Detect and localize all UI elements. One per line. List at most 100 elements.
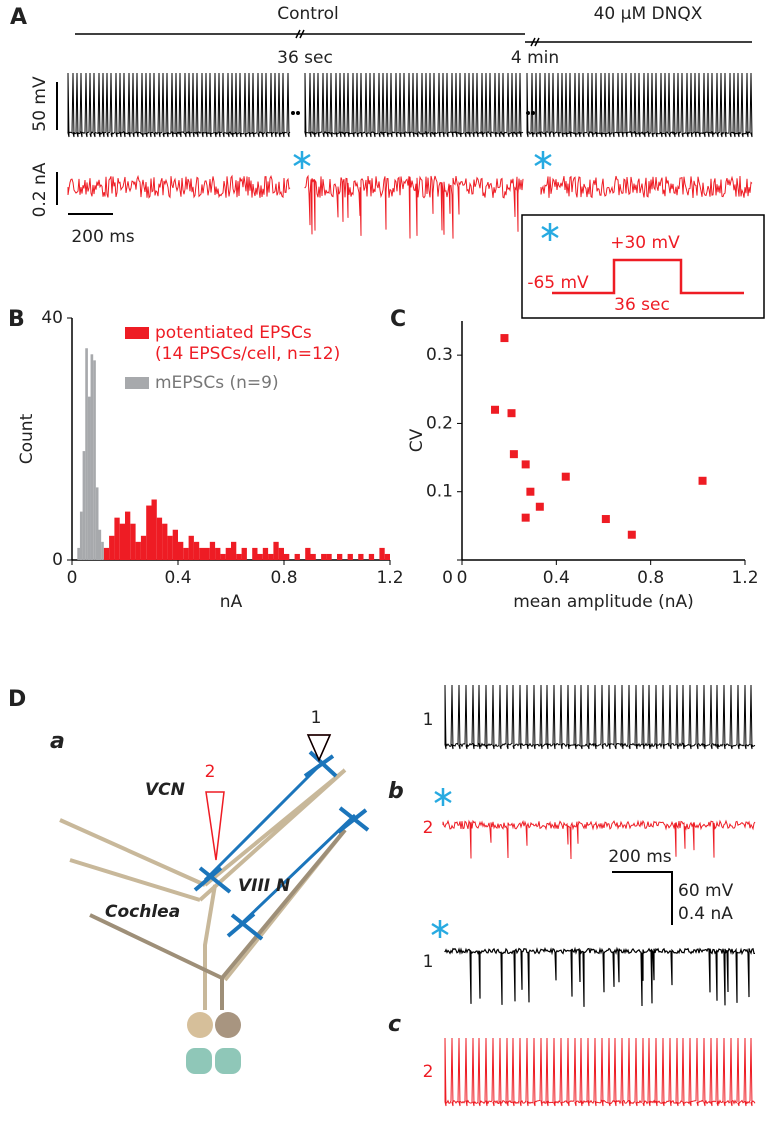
bar [215, 547, 221, 560]
label: 2 [205, 762, 216, 782]
trace [444, 946, 756, 1007]
legend-label: mEPSCs (n=9) [155, 373, 279, 393]
bar [85, 348, 88, 560]
label: +30 mV [610, 233, 680, 253]
trace [304, 174, 524, 239]
label: 60 mV [678, 881, 734, 901]
bar [95, 487, 99, 560]
point [521, 460, 530, 469]
layout [56, 29, 765, 1107]
bar [231, 541, 237, 560]
bar [79, 511, 83, 560]
pipette [306, 734, 332, 762]
label: -65 mV [527, 273, 589, 293]
bar [151, 499, 157, 560]
bar [114, 517, 120, 560]
bar [225, 547, 231, 560]
bar [241, 547, 247, 560]
label: c [388, 1012, 401, 1037]
y-axis-label: Count [17, 413, 37, 464]
bar [103, 547, 110, 560]
label: 0.2 nA [30, 162, 50, 217]
bar [77, 547, 80, 560]
bar [119, 523, 125, 560]
bar [337, 553, 343, 560]
point [561, 472, 570, 481]
y-tick-label: 0 [52, 550, 63, 570]
x-tick-label: 0 [457, 568, 468, 588]
dot [296, 111, 300, 115]
trace [304, 72, 524, 138]
label: VIII N [238, 876, 290, 896]
dot [526, 111, 530, 115]
bar [135, 541, 141, 560]
bar [167, 535, 173, 560]
label: 36 sec [277, 48, 333, 68]
label: 1 [311, 708, 322, 728]
label: 36 sec [614, 295, 670, 315]
y-tick-label: 0.2 [426, 413, 453, 433]
bar [273, 541, 279, 560]
bar [310, 553, 316, 560]
label: 40 μM DNQX [594, 4, 703, 24]
neuron [203, 763, 357, 927]
x-tick-label: 1.2 [376, 568, 403, 588]
dot [291, 111, 295, 115]
bar [130, 523, 136, 560]
x-tick-label: 0.4 [543, 568, 570, 588]
label: a [50, 729, 65, 754]
label: VCN [145, 780, 185, 800]
bar [101, 541, 104, 560]
bar [188, 535, 194, 560]
cell [215, 1012, 241, 1038]
trace [67, 72, 291, 138]
y-tick-label: 40 [41, 308, 63, 328]
bar [278, 547, 284, 560]
bar [257, 553, 263, 560]
bar [384, 553, 390, 560]
point [491, 405, 500, 414]
trace [526, 72, 753, 138]
point [507, 409, 516, 418]
bar [358, 553, 364, 560]
y-tick-label: 0 [442, 568, 453, 588]
bar [252, 547, 258, 560]
trace [67, 174, 291, 199]
legend-note: (14 EPSCs/cell, n=12) [155, 344, 340, 364]
bar [140, 535, 147, 560]
hair-cell [186, 1048, 212, 1074]
nerve-fiber [89, 828, 347, 1010]
inset [521, 214, 765, 319]
stim-marker [293, 151, 559, 938]
bar [379, 547, 385, 560]
dot [531, 111, 535, 115]
label: 50 mV [30, 76, 50, 132]
legend-swatch [125, 327, 149, 339]
x-tick-label: 0.4 [164, 568, 191, 588]
bar [193, 541, 200, 560]
point [535, 502, 544, 511]
x-axis-label: nA [220, 592, 243, 612]
label: b [388, 779, 404, 804]
y-axis-label: CV [407, 428, 427, 452]
trace [444, 1037, 756, 1107]
bar [347, 553, 353, 560]
trace [444, 684, 756, 750]
bar [209, 541, 216, 560]
bar [321, 553, 327, 560]
point [521, 513, 530, 522]
point [601, 515, 610, 524]
point [526, 487, 535, 496]
bar [90, 354, 94, 560]
bar [294, 553, 300, 560]
legend-label: potentiated EPSCs [155, 323, 312, 343]
x-tick-label: 0.8 [637, 568, 664, 588]
bar [82, 451, 86, 560]
bar [326, 553, 332, 560]
bar [236, 553, 242, 560]
bar [87, 396, 91, 560]
neuron-soma [193, 750, 370, 941]
label: Cochlea [105, 902, 180, 922]
bar [305, 547, 311, 560]
y-tick-label: 0.1 [426, 482, 453, 502]
